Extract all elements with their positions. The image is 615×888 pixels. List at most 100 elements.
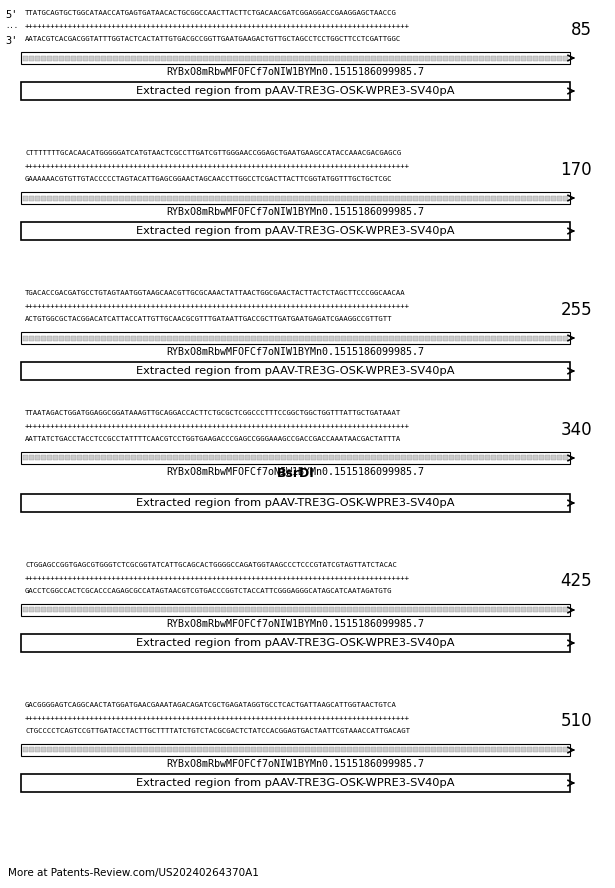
Bar <box>125 195 130 201</box>
Bar <box>83 336 88 340</box>
Bar <box>275 56 280 60</box>
Bar <box>263 56 268 60</box>
Bar <box>509 607 514 613</box>
Bar <box>125 607 130 613</box>
Bar <box>521 456 526 461</box>
Bar <box>365 336 370 340</box>
Bar <box>467 607 472 613</box>
Bar <box>29 456 34 461</box>
Bar <box>287 456 292 461</box>
Bar <box>263 748 268 752</box>
Text: 425: 425 <box>560 573 592 591</box>
Bar <box>395 607 400 613</box>
Bar <box>515 336 520 340</box>
Bar <box>389 336 394 340</box>
Bar <box>221 56 226 60</box>
Text: Extracted region from pAAV-TRE3G-OSK-WPRE3-SV40pA: Extracted region from pAAV-TRE3G-OSK-WPR… <box>137 778 454 788</box>
Bar <box>245 195 250 201</box>
Text: RYBxO8mRbwMFOFCf7oNIW1BYMn0.1515186099985.7: RYBxO8mRbwMFOFCf7oNIW1BYMn0.151518609998… <box>167 467 424 477</box>
Bar <box>347 748 352 752</box>
Bar <box>329 336 334 340</box>
Bar <box>443 336 448 340</box>
Bar <box>377 195 382 201</box>
Bar <box>557 748 562 752</box>
Bar <box>485 336 490 340</box>
Bar <box>21 774 570 792</box>
Bar <box>551 56 556 60</box>
Bar <box>521 336 526 340</box>
Bar <box>251 748 256 752</box>
Bar <box>419 748 424 752</box>
Bar <box>35 56 40 60</box>
Bar <box>167 456 172 461</box>
Bar <box>281 607 286 613</box>
Bar <box>521 195 526 201</box>
Bar <box>53 607 58 613</box>
Bar <box>233 56 238 60</box>
Bar <box>143 456 148 461</box>
Bar <box>371 456 376 461</box>
Bar <box>89 56 94 60</box>
Bar <box>227 56 232 60</box>
Bar <box>377 336 382 340</box>
Bar <box>419 456 424 461</box>
Bar <box>401 748 406 752</box>
Bar <box>317 607 322 613</box>
Bar <box>59 336 64 340</box>
Bar <box>239 456 244 461</box>
Bar <box>83 456 88 461</box>
Bar <box>311 56 316 60</box>
Bar <box>149 456 154 461</box>
Text: TTATGCAGTGCTGGCATAACCATGAGTGATAACACTGCGGCCAACTTACTTCTGACAACGATCGGAGGACCGAAGGAGCT: TTATGCAGTGCTGGCATAACCATGAGTGATAACACTGCGG… <box>25 10 397 16</box>
Bar <box>533 607 538 613</box>
Bar <box>311 195 316 201</box>
Bar <box>341 748 346 752</box>
Bar <box>167 336 172 340</box>
Bar <box>335 607 340 613</box>
Bar <box>119 748 124 752</box>
Bar <box>365 748 370 752</box>
Bar <box>425 56 430 60</box>
Text: RYBxO8mRbwMFOFCf7oNIW1BYMn0.1515186099985.7: RYBxO8mRbwMFOFCf7oNIW1BYMn0.151518609998… <box>167 759 424 769</box>
Bar <box>149 607 154 613</box>
Bar <box>155 607 160 613</box>
Bar <box>275 607 280 613</box>
Bar <box>173 336 178 340</box>
Bar <box>323 456 328 461</box>
Bar <box>203 748 208 752</box>
Bar <box>479 456 484 461</box>
Bar <box>419 607 424 613</box>
Bar <box>143 336 148 340</box>
Bar <box>47 195 52 201</box>
Bar <box>533 456 538 461</box>
Bar <box>497 607 502 613</box>
Bar <box>437 56 442 60</box>
Bar <box>563 748 568 752</box>
Bar <box>95 607 100 613</box>
Bar <box>395 195 400 201</box>
Bar <box>275 456 280 461</box>
Bar <box>101 56 106 60</box>
Bar <box>101 195 106 201</box>
Bar <box>161 336 166 340</box>
Bar <box>107 456 112 461</box>
Bar <box>497 336 502 340</box>
Bar <box>275 195 280 201</box>
Bar <box>167 748 172 752</box>
Text: ++++++++++++++++++++++++++++++++++++++++++++++++++++++++++++++++++++++++++++++++: ++++++++++++++++++++++++++++++++++++++++… <box>25 715 410 721</box>
Bar <box>233 607 238 613</box>
Text: ++++++++++++++++++++++++++++++++++++++++++++++++++++++++++++++++++++++++++++++++: ++++++++++++++++++++++++++++++++++++++++… <box>25 23 410 29</box>
Bar <box>251 336 256 340</box>
Bar <box>479 56 484 60</box>
Bar <box>443 748 448 752</box>
Bar <box>65 607 70 613</box>
Bar <box>347 195 352 201</box>
Bar <box>179 56 184 60</box>
Bar <box>473 456 478 461</box>
Bar <box>497 456 502 461</box>
Bar <box>29 56 34 60</box>
Bar <box>347 56 352 60</box>
Bar <box>227 748 232 752</box>
Text: GACCTCGGCCACTCGCACCCAGAGCGCCATAGTAACGTCGTGACCCGGTCTACCATTCGGGAGGGCATAGCATCAATAGA: GACCTCGGCCACTCGCACCCAGAGCGCCATAGTAACGTCG… <box>25 588 392 594</box>
Bar <box>455 56 460 60</box>
